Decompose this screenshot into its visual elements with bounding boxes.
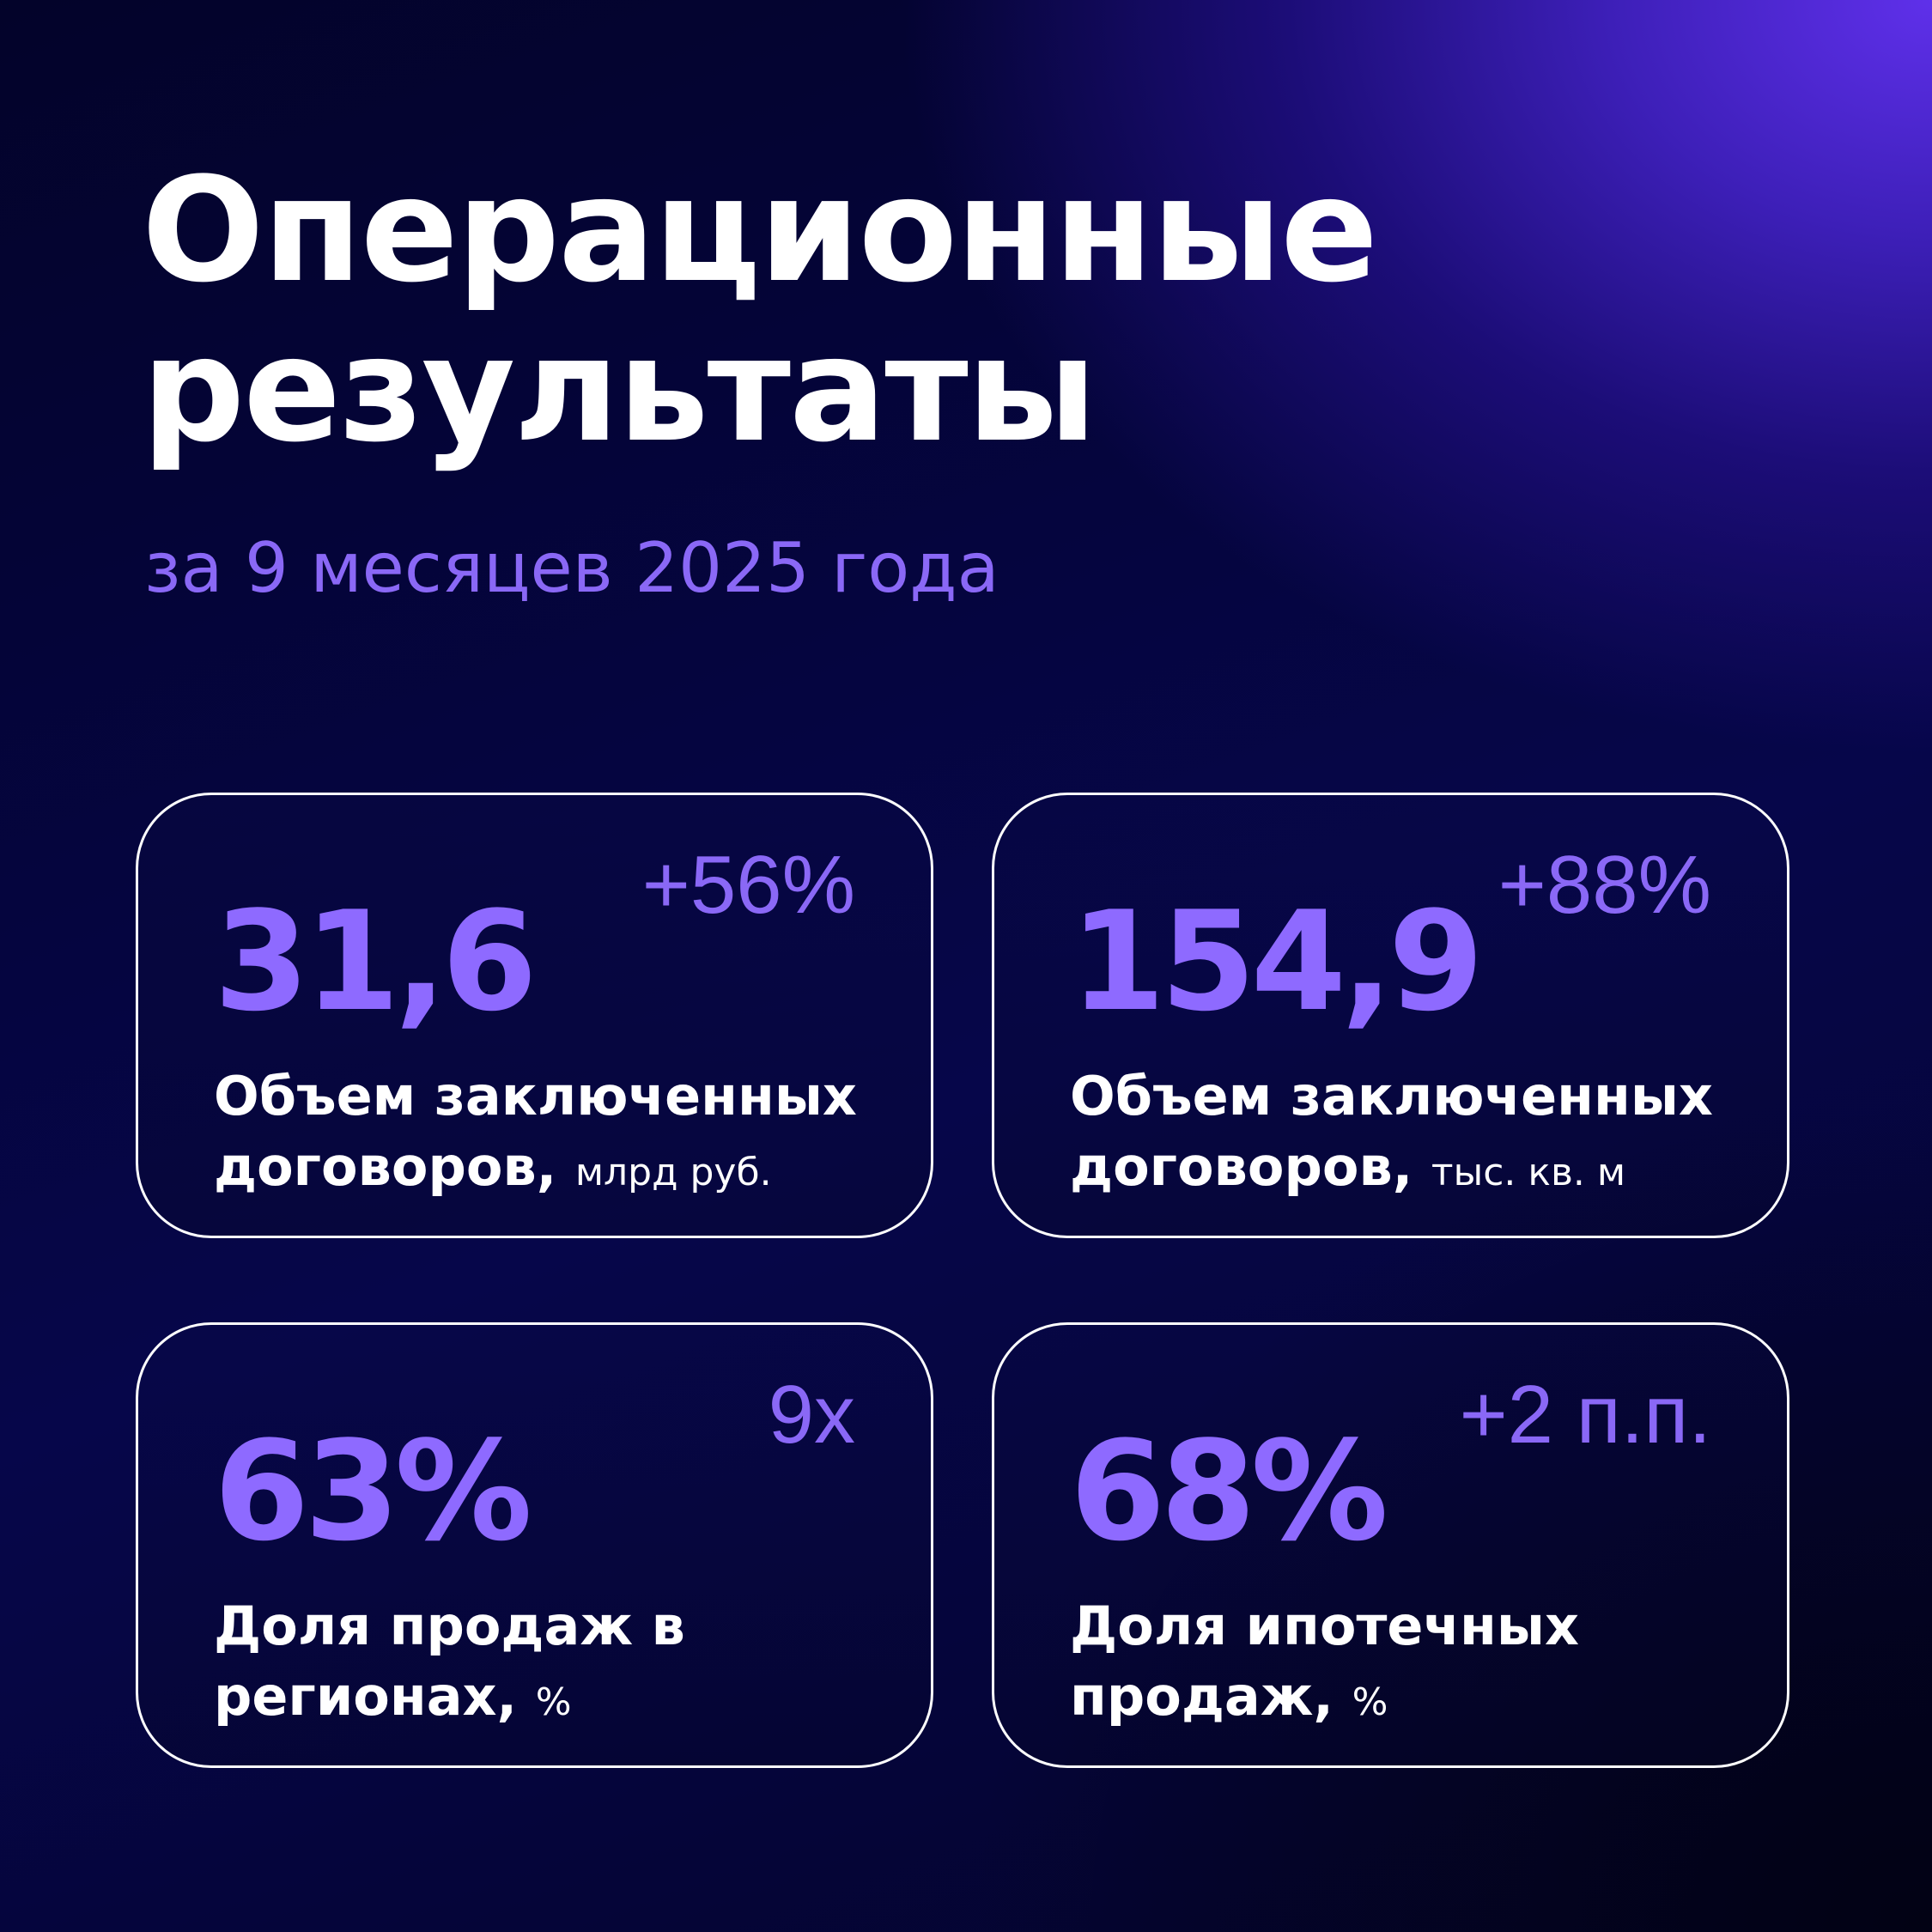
- metric-unit: %: [535, 1680, 572, 1724]
- metric-card-contracts-rub: 31,6 +56% Объем заключенных договоров, м…: [136, 793, 933, 1238]
- label-line-1: Объем заключенных: [214, 1065, 857, 1127]
- label-line-1: Доля ипотечных: [1070, 1595, 1579, 1657]
- metric-delta: +56%: [641, 839, 855, 931]
- label-line-1: Объем заключенных: [1070, 1065, 1713, 1127]
- metric-card-contracts-sqm: 154,9 +88% Объем заключенных договоров, …: [992, 793, 1789, 1238]
- title-line-2: результаты: [142, 306, 1097, 474]
- metric-delta: 9x: [768, 1369, 855, 1461]
- label-line-2: регионах,: [214, 1665, 518, 1728]
- subtitle: за 9 месяцев 2025 года: [144, 528, 999, 608]
- metric-unit: %: [1352, 1680, 1388, 1724]
- page-title: Операционные результаты: [142, 150, 1378, 470]
- metric-card-regional-share: 63% 9x Доля продаж в регионах, %: [136, 1322, 933, 1768]
- label-line-1: Доля продаж в: [214, 1595, 685, 1657]
- metric-label: Объем заключенных договоров, тыс. кв. м: [1070, 1061, 1713, 1208]
- metric-delta: +88%: [1498, 839, 1711, 931]
- metric-delta: +2 п.п.: [1459, 1369, 1711, 1461]
- label-line-2: договоров,: [1070, 1135, 1413, 1198]
- metric-label: Доля ипотечных продаж, %: [1070, 1591, 1579, 1738]
- metric-unit: млрд руб.: [574, 1151, 772, 1194]
- metric-unit: тыс. кв. м: [1431, 1151, 1626, 1194]
- metric-value: 68%: [1070, 1411, 1388, 1571]
- metric-value: 63%: [214, 1411, 532, 1571]
- metric-label: Объем заключенных договоров, млрд руб.: [214, 1061, 857, 1208]
- metric-card-mortgage-share: 68% +2 п.п. Доля ипотечных продаж, %: [992, 1322, 1789, 1768]
- metric-value: 31,6: [214, 881, 538, 1042]
- metric-label: Доля продаж в регионах, %: [214, 1591, 685, 1738]
- label-line-2: продаж,: [1070, 1665, 1334, 1728]
- title-line-1: Операционные: [142, 146, 1378, 314]
- label-line-2: договоров,: [214, 1135, 557, 1198]
- metric-value: 154,9: [1070, 881, 1484, 1042]
